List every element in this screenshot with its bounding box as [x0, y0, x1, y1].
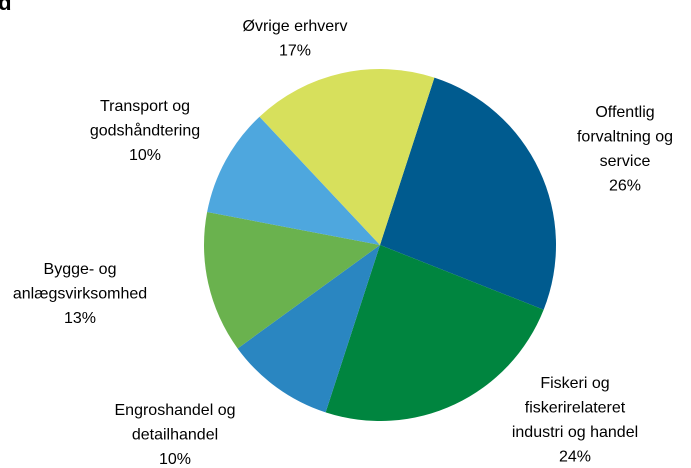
- slice-label: Transport og: [100, 98, 190, 115]
- value-label: 10%: [159, 451, 191, 468]
- slice-label: Fiskeri og: [540, 375, 609, 392]
- slice-label: Offentlig: [595, 104, 654, 121]
- slice-label: forvaltning og: [577, 129, 673, 146]
- value-label: 17%: [279, 43, 311, 60]
- slice-label: Øvrige erhverv: [243, 18, 348, 35]
- value-label: 26%: [609, 178, 641, 195]
- slice-label: service: [600, 153, 651, 170]
- slice-label: Engroshandel og: [115, 402, 236, 419]
- pie-slice: [259, 69, 435, 245]
- pie-slice: [380, 77, 556, 310]
- slice-label: detailhandel: [132, 427, 218, 444]
- value-label: 13%: [64, 310, 96, 327]
- slice-label: anlægsvirksomhed: [13, 286, 147, 303]
- pie-slice: [207, 116, 380, 245]
- pie-slice: [325, 245, 544, 422]
- slice-label: fiskerirelateret: [525, 400, 626, 417]
- value-label: 10%: [129, 147, 161, 164]
- chart-title: ld: [0, 0, 12, 15]
- pie-slice: [237, 245, 380, 413]
- pie-slice: [204, 212, 380, 349]
- value-label: 24%: [559, 449, 591, 466]
- slice-label: industri og handel: [512, 424, 638, 441]
- slice-label: Bygge- og: [44, 261, 117, 278]
- slice-label: godshåndtering: [90, 122, 200, 140]
